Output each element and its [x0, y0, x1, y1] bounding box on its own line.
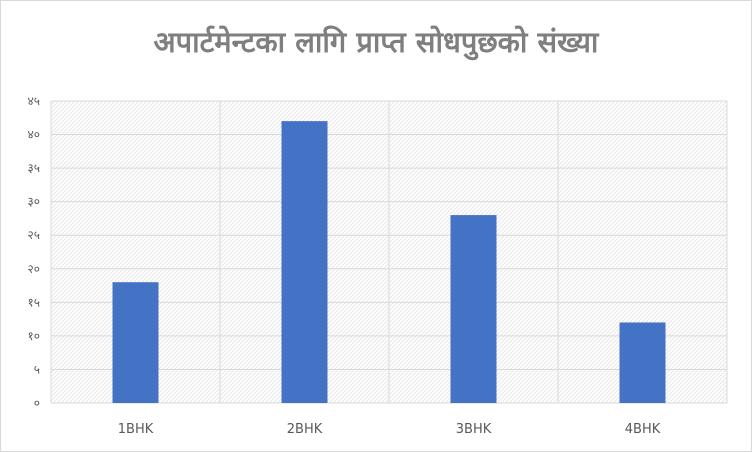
bar-2bhk [281, 121, 328, 403]
x-tick-label: 3BHK [456, 422, 492, 437]
y-tick-label: ५ [34, 362, 40, 376]
y-tick-label: ३५ [28, 161, 40, 175]
y-tick-label: ३० [28, 195, 40, 209]
bar-3bhk [450, 215, 497, 403]
y-tick-label: ४० [28, 128, 40, 142]
x-tick-label: 4BHK [625, 422, 661, 437]
y-tick-label: १५ [28, 295, 40, 309]
x-axis-ticks: 1BHK 2BHK 3BHK 4BHK [118, 422, 661, 437]
y-tick-label: २५ [28, 228, 40, 242]
y-tick-label: २० [28, 262, 40, 276]
x-tick-label: 2BHK [287, 422, 323, 437]
x-tick-label: 1BHK [118, 422, 154, 437]
y-axis-ticks: ० ५ १० १५ २० २५ ३० ३५ ४० ४५ [28, 94, 40, 410]
bar-4bhk [619, 322, 666, 403]
bars [112, 121, 666, 403]
gridlines [50, 100, 728, 404]
y-tick-label: १० [28, 329, 40, 343]
chart-title: अपार्टमेन्टका लागि प्राप्त सोधपुछको संख्… [153, 25, 599, 59]
y-tick-label: ० [34, 396, 40, 410]
bar-1bhk [112, 282, 159, 403]
y-tick-label: ४५ [28, 94, 40, 108]
